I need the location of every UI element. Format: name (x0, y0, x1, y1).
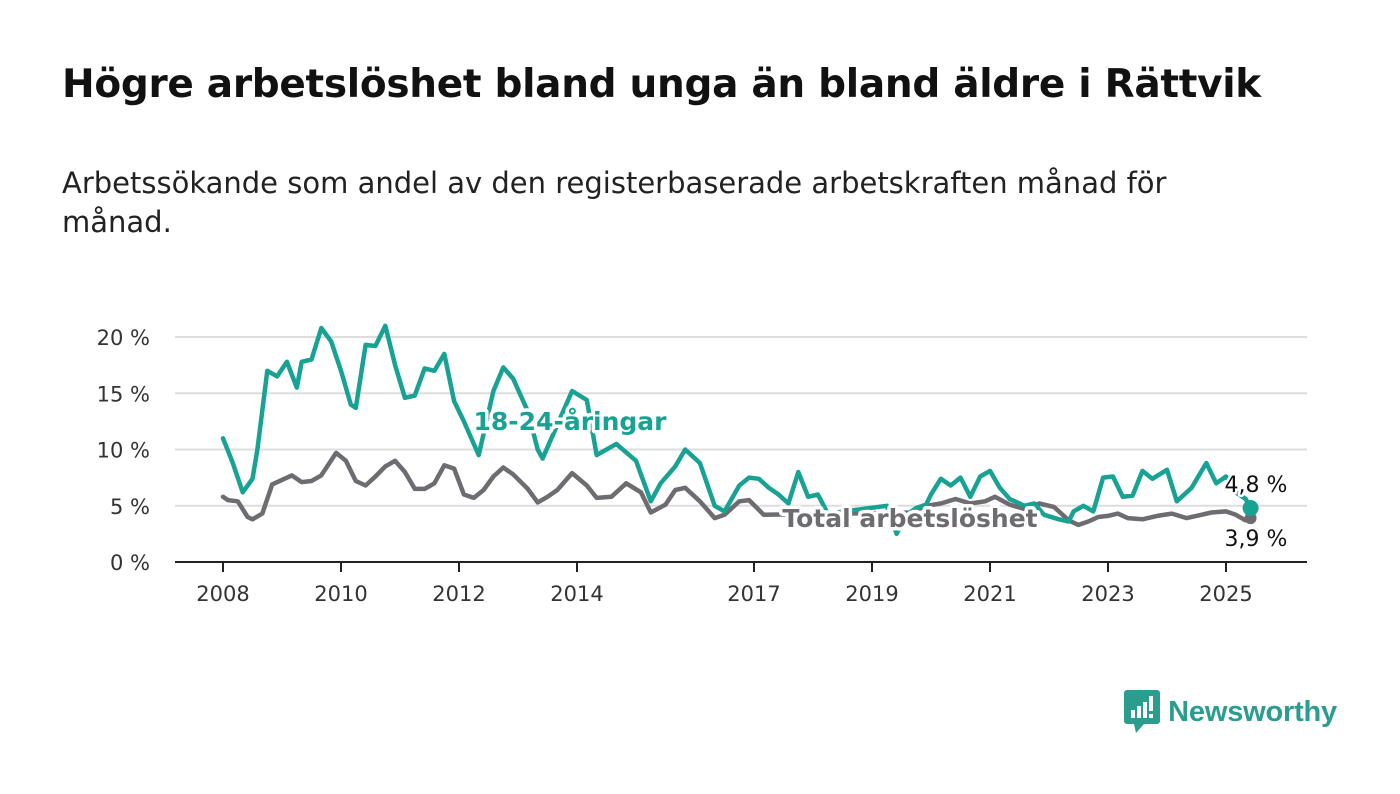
x-tick-label: 2025 (1199, 582, 1252, 606)
x-tick-label: 2008 (196, 582, 249, 606)
youth-series-line (220, 323, 1253, 537)
x-tick-label: 2019 (845, 582, 898, 606)
youth-end-marker (1242, 500, 1259, 516)
y-tick-label: 10 % (97, 439, 150, 463)
youth-end-value: 4,8 % (1225, 473, 1288, 498)
total-end-value: 3,9 % (1225, 527, 1288, 552)
series-labels: 18-24-åringar Total arbetslöshet 4,8 % 3,9 … (470, 404, 1290, 555)
y-tick-label: 5 % (110, 495, 150, 519)
y-axis-ticks: 0 % 5 % 10 % 15 % 20 % (97, 326, 150, 575)
y-tick-label: 0 % (110, 551, 150, 575)
x-tick-label: 2017 (727, 582, 780, 606)
youth-series-label: 18-24-åringar (474, 407, 668, 436)
x-tick-label: 2010 (314, 582, 367, 606)
newsworthy-logo-icon (1124, 690, 1161, 733)
x-tick-label: 2012 (432, 582, 485, 606)
y-tick-label: 20 % (97, 326, 150, 350)
x-axis: 2008 2010 2012 2014 2017 2019 2021 2023 2025 (175, 561, 1307, 606)
chart-subtitle: Arbetssökande som andel av den registerb… (62, 166, 1167, 239)
series-lines (220, 323, 1259, 537)
chart-title: Högre arbetslöshet bland unga än bland ä… (62, 62, 1261, 107)
y-tick-label: 15 % (97, 382, 150, 406)
x-tick-label: 2014 (550, 582, 603, 606)
x-tick-label: 2023 (1081, 582, 1134, 606)
brand-name: Newsworthy (1168, 695, 1337, 728)
total-series-line (220, 450, 1253, 528)
total-series-label: Total arbetslöshet (782, 504, 1037, 533)
x-tick-label: 2021 (963, 582, 1016, 606)
gridlines (175, 336, 1307, 507)
brand-logo: Newsworthy (1124, 690, 1337, 734)
